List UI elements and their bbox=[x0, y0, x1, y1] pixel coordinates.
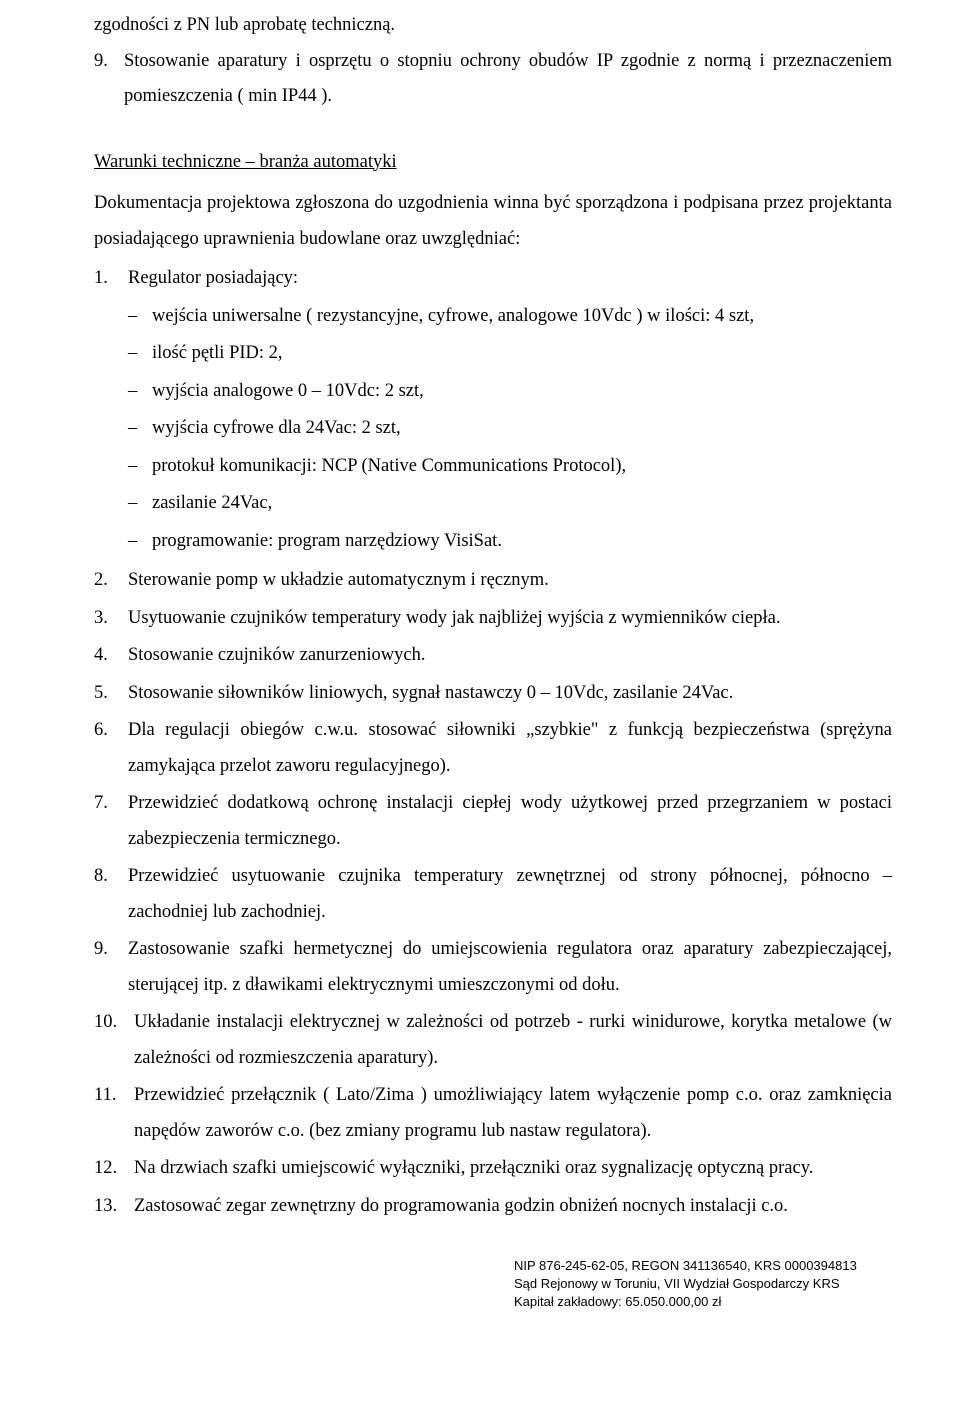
list-item: 4.Stosowanie czujników zanurzeniowych. bbox=[94, 638, 892, 674]
list-number: 5. bbox=[94, 676, 128, 712]
list-number: 6. bbox=[94, 713, 128, 784]
list-text: Na drzwiach szafki umiejscowić wyłącznik… bbox=[134, 1151, 892, 1187]
dash-bullet: – bbox=[128, 411, 152, 447]
dash-bullet: – bbox=[128, 336, 152, 372]
document-page: zgodności z PN lub aprobatę techniczną. … bbox=[0, 0, 960, 1415]
dash-bullet: – bbox=[128, 374, 152, 410]
sub-list-text: ilość pętli PID: 2, bbox=[152, 336, 892, 372]
list-body: Dla regulacji obiegów c.w.u. stosować si… bbox=[128, 713, 892, 784]
sub-list: –wejścia uniwersalne ( rezystancyjne, cy… bbox=[128, 299, 892, 560]
list-body: Regulator posiadający:–wejścia uniwersal… bbox=[128, 261, 892, 561]
footer-line: Kapitał zakładowy: 65.050.000,00 zł bbox=[514, 1293, 892, 1311]
list-text: Stosowanie czujników zanurzeniowych. bbox=[128, 638, 892, 674]
section-heading: Warunki techniczne – branża automatyki bbox=[94, 145, 892, 181]
list-number: 4. bbox=[94, 638, 128, 674]
numbered-list: 1.Regulator posiadający:–wejścia uniwers… bbox=[94, 261, 892, 1224]
page-footer: NIP 876-245-62-05, REGON 341136540, KRS … bbox=[94, 1257, 892, 1312]
list-number: 8. bbox=[94, 859, 128, 930]
list-text: Przewidzieć przełącznik ( Lato/Zima ) um… bbox=[134, 1078, 892, 1149]
sub-list-item: –ilość pętli PID: 2, bbox=[128, 336, 892, 372]
sub-list-text: wyjścia cyfrowe dla 24Vac: 2 szt, bbox=[152, 411, 892, 447]
list-number: 2. bbox=[94, 563, 128, 599]
list-body: Przewidzieć dodatkową ochronę instalacji… bbox=[128, 786, 892, 857]
list-text: Stosowanie aparatury i osprzętu o stopni… bbox=[124, 44, 892, 115]
list-text: Zastosować zegar zewnętrzny do programow… bbox=[134, 1189, 892, 1225]
sub-list-text: programowanie: program narzędziowy VisiS… bbox=[152, 524, 892, 560]
list-number: 9. bbox=[94, 932, 128, 1003]
list-body: Przewidzieć przełącznik ( Lato/Zima ) um… bbox=[134, 1078, 892, 1149]
continuation-tail: zgodności z PN lub aprobatę techniczną. bbox=[94, 8, 892, 44]
list-body: Zastosować zegar zewnętrzny do programow… bbox=[134, 1189, 892, 1225]
sub-list-text: protokuł komunikacji: NCP (Native Commun… bbox=[152, 449, 892, 485]
continuation-item-9: 9. Stosowanie aparatury i osprzętu o sto… bbox=[94, 44, 892, 115]
list-item: 3.Usytuowanie czujników temperatury wody… bbox=[94, 601, 892, 637]
list-number: 7. bbox=[94, 786, 128, 857]
list-body: Stosowanie siłowników liniowych, sygnał … bbox=[128, 676, 892, 712]
footer-line: Sąd Rejonowy w Toruniu, VII Wydział Gosp… bbox=[514, 1275, 892, 1293]
sub-list-text: wejścia uniwersalne ( rezystancyjne, cyf… bbox=[152, 299, 892, 335]
list-item: 1.Regulator posiadający:–wejścia uniwers… bbox=[94, 261, 892, 561]
list-body: Zastosowanie szafki hermetycznej do umie… bbox=[128, 932, 892, 1003]
list-item: 10.Układanie instalacji elektrycznej w z… bbox=[94, 1005, 892, 1076]
sub-list-item: –wyjścia analogowe 0 – 10Vdc: 2 szt, bbox=[128, 374, 892, 410]
list-text: Usytuowanie czujników temperatury wody j… bbox=[128, 601, 892, 637]
sub-list-item: –wejścia uniwersalne ( rezystancyjne, cy… bbox=[128, 299, 892, 335]
dash-bullet: – bbox=[128, 299, 152, 335]
list-text: Przewidzieć usytuowanie czujnika tempera… bbox=[128, 859, 892, 930]
sub-list-text: wyjścia analogowe 0 – 10Vdc: 2 szt, bbox=[152, 374, 892, 410]
list-item: 5.Stosowanie siłowników liniowych, sygna… bbox=[94, 676, 892, 712]
list-text: Zastosowanie szafki hermetycznej do umie… bbox=[128, 932, 892, 1003]
list-item: 2.Sterowanie pomp w układzie automatyczn… bbox=[94, 563, 892, 599]
list-text: Stosowanie siłowników liniowych, sygnał … bbox=[128, 676, 892, 712]
list-item: 9.Zastosowanie szafki hermetycznej do um… bbox=[94, 932, 892, 1003]
list-text: Układanie instalacji elektrycznej w zale… bbox=[134, 1005, 892, 1076]
list-item: 6.Dla regulacji obiegów c.w.u. stosować … bbox=[94, 713, 892, 784]
sub-list-text: zasilanie 24Vac, bbox=[152, 486, 892, 522]
sub-list-item: –protokuł komunikacji: NCP (Native Commu… bbox=[128, 449, 892, 485]
list-number: 9. bbox=[94, 44, 124, 115]
list-item: 13.Zastosować zegar zewnętrzny do progra… bbox=[94, 1189, 892, 1225]
list-item: 8.Przewidzieć usytuowanie czujnika tempe… bbox=[94, 859, 892, 930]
footer-line: NIP 876-245-62-05, REGON 341136540, KRS … bbox=[514, 1257, 892, 1275]
list-number: 1. bbox=[94, 261, 128, 561]
list-item: 12.Na drzwiach szafki umiejscowić wyłącz… bbox=[94, 1151, 892, 1187]
list-number: 12. bbox=[94, 1151, 134, 1187]
list-number: 11. bbox=[94, 1078, 134, 1149]
list-text: Sterowanie pomp w układzie automatycznym… bbox=[128, 563, 892, 599]
list-number: 3. bbox=[94, 601, 128, 637]
list-number: 10. bbox=[94, 1005, 134, 1076]
list-item: 11.Przewidzieć przełącznik ( Lato/Zima )… bbox=[94, 1078, 892, 1149]
list-body: Układanie instalacji elektrycznej w zale… bbox=[134, 1005, 892, 1076]
list-item: 7.Przewidzieć dodatkową ochronę instalac… bbox=[94, 786, 892, 857]
sub-list-item: –zasilanie 24Vac, bbox=[128, 486, 892, 522]
dash-bullet: – bbox=[128, 524, 152, 560]
list-text: Przewidzieć dodatkową ochronę instalacji… bbox=[128, 786, 892, 857]
list-text: Dla regulacji obiegów c.w.u. stosować si… bbox=[128, 713, 892, 784]
list-body: Usytuowanie czujników temperatury wody j… bbox=[128, 601, 892, 637]
dash-bullet: – bbox=[128, 449, 152, 485]
list-text: Regulator posiadający: bbox=[128, 261, 892, 297]
list-body: Stosowanie czujników zanurzeniowych. bbox=[128, 638, 892, 674]
intro-paragraph: Dokumentacja projektowa zgłoszona do uzg… bbox=[94, 186, 892, 257]
list-number: 13. bbox=[94, 1189, 134, 1225]
sub-list-item: –programowanie: program narzędziowy Visi… bbox=[128, 524, 892, 560]
list-body: Na drzwiach szafki umiejscowić wyłącznik… bbox=[134, 1151, 892, 1187]
list-body: Sterowanie pomp w układzie automatycznym… bbox=[128, 563, 892, 599]
dash-bullet: – bbox=[128, 486, 152, 522]
sub-list-item: –wyjścia cyfrowe dla 24Vac: 2 szt, bbox=[128, 411, 892, 447]
list-body: Przewidzieć usytuowanie czujnika tempera… bbox=[128, 859, 892, 930]
